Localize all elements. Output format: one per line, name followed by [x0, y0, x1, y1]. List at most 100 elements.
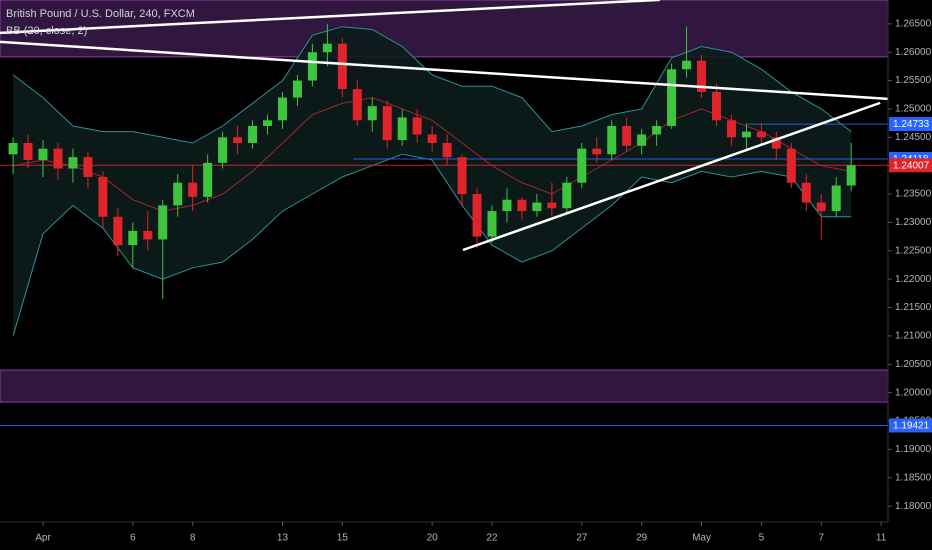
- x-tick-label: 20: [427, 533, 439, 544]
- y-tick-label: 1.18500: [895, 472, 932, 483]
- candle-body: [846, 165, 856, 186]
- candle-body: [113, 216, 123, 246]
- candle-body: [786, 148, 796, 183]
- candle-body: [771, 137, 781, 149]
- y-tick-label: 1.23000: [895, 217, 932, 228]
- candle-body: [397, 117, 407, 141]
- candle-body: [53, 148, 63, 169]
- x-tick-label: 11: [876, 533, 887, 544]
- band-fill: [13, 26, 852, 336]
- level-price-label: 1.24007: [893, 160, 930, 171]
- candle-body: [307, 52, 317, 81]
- candle-body: [816, 202, 826, 212]
- x-axis-panel: [0, 522, 888, 550]
- x-tick-label: 5: [759, 533, 765, 544]
- candle-body: [337, 43, 347, 90]
- candle-body: [472, 194, 482, 237]
- y-tick-label: 1.21500: [895, 302, 932, 313]
- x-tick-label: 29: [636, 533, 648, 544]
- candle-body: [427, 134, 437, 143]
- candle-body: [682, 60, 692, 70]
- candle-body: [547, 202, 557, 209]
- y-tick-label: 1.25000: [895, 104, 932, 115]
- candle-body: [367, 106, 377, 121]
- x-tick-label: Apr: [35, 533, 51, 544]
- candle-body: [457, 157, 467, 195]
- y-tick-label: 1.21000: [895, 331, 932, 342]
- candle-body: [487, 211, 497, 237]
- y-tick-label: 1.25500: [895, 75, 932, 86]
- candle-body: [502, 199, 512, 212]
- level-price-label: 1.19421: [893, 421, 930, 432]
- candle-body: [188, 182, 198, 197]
- candle-body: [382, 106, 392, 141]
- candle-body: [562, 182, 572, 209]
- candle-body: [607, 125, 617, 155]
- candle-body: [23, 142, 33, 161]
- candle-body: [248, 125, 258, 143]
- y-tick-label: 1.26500: [895, 18, 932, 29]
- x-tick-label: 6: [130, 533, 136, 544]
- candle-body: [352, 89, 362, 121]
- candle-body: [277, 97, 287, 121]
- candle-body: [726, 120, 736, 138]
- candle-body: [517, 199, 527, 212]
- candle-body: [412, 117, 422, 135]
- x-tick-label: 7: [818, 533, 824, 544]
- candle-body: [8, 142, 18, 155]
- candle-body: [592, 148, 602, 155]
- y-tick-label: 1.19000: [895, 444, 932, 455]
- plot-area: [0, 0, 889, 426]
- candle-body: [711, 91, 721, 121]
- band-middle: [13, 97, 852, 212]
- candle-body: [801, 182, 811, 203]
- x-tick-label: 15: [337, 533, 349, 544]
- level-price-label: 1.24733: [893, 119, 930, 130]
- candle-body: [68, 157, 78, 169]
- candle-body: [697, 60, 707, 92]
- candle-body: [128, 230, 138, 246]
- candle-body: [233, 137, 243, 143]
- x-tick-label: 22: [486, 533, 498, 544]
- trendline: [462, 101, 881, 252]
- candle-body: [98, 177, 108, 217]
- candle-body: [652, 125, 662, 135]
- chart-title: British Pound / U.S. Dollar, 240, FXCM: [6, 8, 195, 20]
- candle-body: [173, 182, 183, 206]
- y-axis-panel: [888, 0, 932, 550]
- zone: [0, 369, 889, 403]
- y-tick-label: 1.22500: [895, 245, 932, 256]
- candle-body: [741, 131, 751, 138]
- candle-body: [83, 157, 93, 178]
- y-tick-label: 1.24500: [895, 132, 932, 143]
- y-tick-label: 1.26000: [895, 47, 932, 58]
- candle-body: [38, 148, 48, 161]
- y-tick-label: 1.22000: [895, 274, 932, 285]
- x-tick-label: 8: [190, 533, 196, 544]
- level-price-tag: [889, 418, 932, 433]
- candle-body: [831, 185, 841, 212]
- indicator-label: BB (20, close, 2): [6, 25, 87, 37]
- candle-body: [203, 162, 213, 197]
- x-tick-label: May: [692, 533, 711, 544]
- candle-body: [292, 80, 302, 98]
- candle-body: [158, 205, 168, 240]
- candle-body: [577, 148, 587, 183]
- candle-body: [218, 137, 228, 163]
- candle-body: [622, 125, 632, 146]
- trendline: [0, 0, 660, 35]
- candle-body: [532, 202, 542, 212]
- y-tick-label: 1.20000: [895, 387, 932, 398]
- y-tick-label: 1.18000: [895, 501, 932, 512]
- band-upper: [12, 26, 852, 144]
- candle-body: [667, 69, 677, 126]
- candle-body: [263, 120, 273, 126]
- candle-body: [637, 134, 647, 146]
- x-tick-label: 13: [277, 533, 289, 544]
- candle-body: [322, 43, 332, 53]
- y-tick-label: 1.20500: [895, 359, 932, 370]
- trendline: [0, 40, 889, 101]
